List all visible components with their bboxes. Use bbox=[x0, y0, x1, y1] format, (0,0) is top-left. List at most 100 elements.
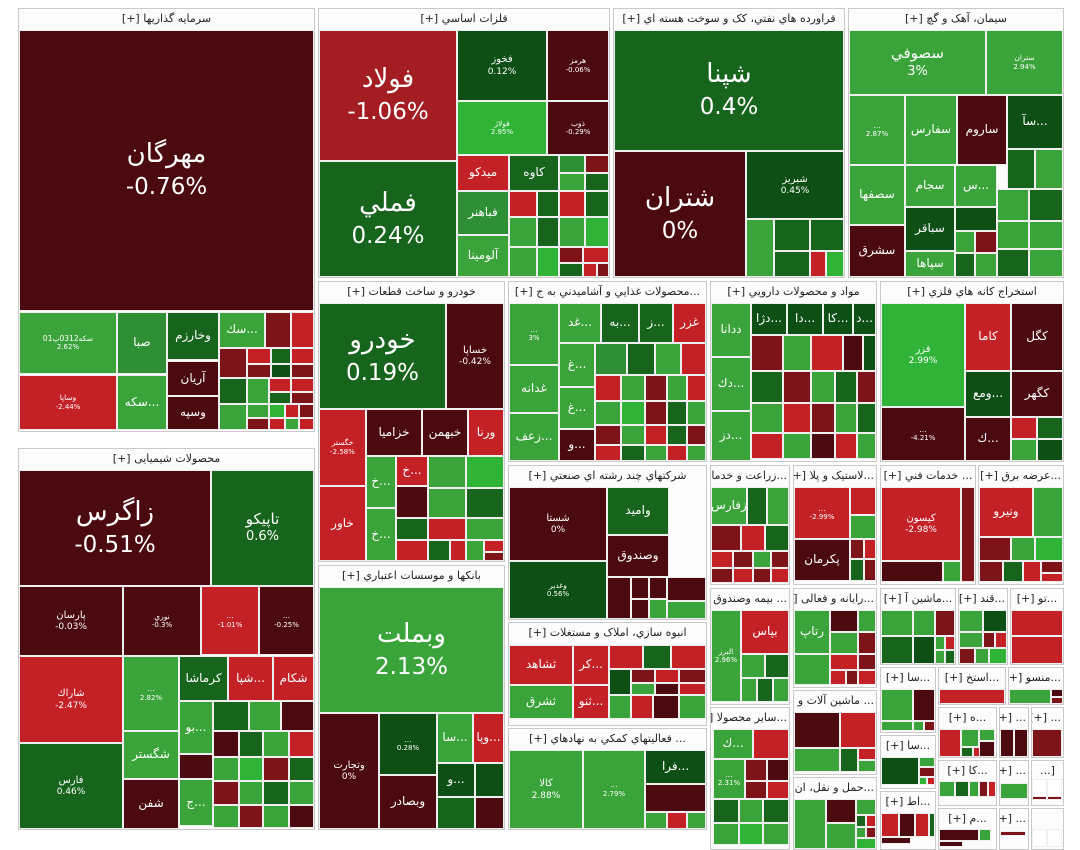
treemap-tile[interactable]: میدکو bbox=[457, 155, 509, 191]
treemap-tile-small[interactable] bbox=[830, 632, 858, 654]
treemap-tile-small[interactable] bbox=[835, 403, 857, 433]
sector-title[interactable]: ... [+] bbox=[1000, 764, 1026, 777]
treemap-tile-small[interactable] bbox=[687, 812, 706, 829]
treemap-tile-small[interactable] bbox=[763, 823, 789, 845]
treemap-tile-small[interactable] bbox=[979, 729, 995, 741]
treemap-tile-small[interactable] bbox=[979, 561, 1003, 582]
sector-title[interactable]: ... بیمه وصندوق [+] bbox=[711, 592, 787, 605]
treemap-tile-small[interactable] bbox=[265, 312, 291, 348]
treemap-tile-small[interactable] bbox=[396, 540, 428, 561]
treemap-tile-small[interactable] bbox=[783, 335, 811, 371]
treemap-tile-small[interactable] bbox=[585, 155, 609, 173]
treemap-tile[interactable]: ...کا bbox=[823, 303, 853, 335]
treemap-tile[interactable]: سصوفي 3% bbox=[849, 30, 986, 95]
treemap-tile[interactable]: فزر 2.99% bbox=[881, 303, 965, 407]
treemap-tile-small[interactable] bbox=[739, 823, 763, 845]
treemap-tile-small[interactable] bbox=[269, 392, 291, 404]
treemap-tile-small[interactable] bbox=[939, 689, 1005, 704]
treemap-tile[interactable]: ...سا bbox=[437, 713, 473, 763]
treemap-tile-small[interactable] bbox=[864, 539, 876, 559]
treemap-tile-small[interactable] bbox=[609, 645, 643, 669]
treemap-tile-small[interactable] bbox=[945, 650, 955, 664]
treemap-tile-small[interactable] bbox=[1009, 689, 1051, 704]
treemap-tile[interactable]: ... 3% bbox=[509, 303, 559, 365]
treemap-tile-small[interactable] bbox=[475, 763, 504, 797]
treemap-tile-small[interactable] bbox=[269, 418, 285, 430]
treemap-tile-small[interactable] bbox=[774, 251, 810, 277]
treemap-tile-small[interactable] bbox=[741, 654, 765, 678]
treemap-tile-small[interactable] bbox=[811, 335, 843, 371]
treemap-tile[interactable]: وصندوق bbox=[607, 535, 669, 577]
treemap-tile-small[interactable] bbox=[858, 654, 876, 670]
treemap-tile-small[interactable] bbox=[979, 781, 988, 797]
treemap-tile-small[interactable] bbox=[713, 823, 739, 845]
sector-title[interactable]: محصولات شیمیایی [+] bbox=[112, 452, 221, 465]
treemap-tile-small[interactable] bbox=[667, 425, 687, 445]
treemap-tile[interactable]: ثشرق bbox=[509, 685, 573, 719]
treemap-tile-small[interactable] bbox=[939, 829, 979, 841]
sector-title[interactable]: ...سا [+] bbox=[885, 671, 931, 684]
treemap-tile-small[interactable] bbox=[856, 815, 866, 827]
treemap-tile[interactable]: ...خ bbox=[396, 456, 428, 486]
treemap-tile[interactable]: ورنا bbox=[468, 409, 504, 456]
treemap-tile-small[interactable] bbox=[1035, 537, 1063, 561]
treemap-tile-small[interactable] bbox=[913, 610, 935, 636]
treemap-tile-small[interactable] bbox=[843, 335, 863, 371]
treemap-tile-small[interactable] bbox=[643, 645, 671, 669]
sector-title[interactable]: ...کا [+] bbox=[947, 764, 988, 777]
treemap-tile-small[interactable] bbox=[881, 837, 911, 844]
treemap-tile-small[interactable] bbox=[291, 364, 314, 378]
treemap-tile-small[interactable] bbox=[959, 632, 983, 648]
treemap-tile-small[interactable] bbox=[263, 757, 289, 781]
treemap-tile-small[interactable] bbox=[794, 799, 826, 849]
treemap-tile-small[interactable] bbox=[247, 404, 269, 418]
treemap-tile-small[interactable] bbox=[285, 404, 299, 418]
treemap-tile-small[interactable] bbox=[1011, 636, 1063, 664]
treemap-tile-small[interactable] bbox=[1047, 779, 1062, 797]
treemap-tile-small[interactable] bbox=[881, 721, 913, 731]
treemap-tile-small[interactable] bbox=[767, 759, 789, 781]
treemap-tile-small[interactable] bbox=[835, 433, 857, 459]
treemap-tile[interactable]: ...س bbox=[955, 165, 997, 207]
treemap-tile-small[interactable] bbox=[961, 487, 975, 582]
treemap-tile[interactable]: ...خ bbox=[366, 508, 396, 561]
treemap-tile-small[interactable] bbox=[597, 263, 609, 277]
treemap-tile-small[interactable] bbox=[857, 433, 876, 459]
treemap-tile[interactable]: کگل bbox=[1011, 303, 1063, 371]
treemap-tile-small[interactable] bbox=[450, 540, 466, 561]
treemap-tile[interactable]: ...ج bbox=[179, 779, 213, 826]
treemap-tile-small[interactable] bbox=[595, 425, 621, 445]
treemap-tile-small[interactable] bbox=[595, 445, 621, 461]
treemap-tile-small[interactable] bbox=[919, 767, 935, 777]
treemap-tile[interactable]: ...شپا bbox=[228, 656, 273, 701]
treemap-tile-small[interactable] bbox=[671, 645, 706, 669]
treemap-tile[interactable]: کگهر bbox=[1011, 371, 1063, 417]
treemap-tile[interactable]: خساپا -0.42% bbox=[446, 303, 504, 409]
treemap-tile-small[interactable] bbox=[858, 610, 876, 632]
treemap-tile-small[interactable] bbox=[858, 632, 876, 654]
treemap-tile-small[interactable] bbox=[711, 525, 741, 551]
treemap-tile-small[interactable] bbox=[955, 781, 969, 797]
treemap-tile-small[interactable] bbox=[1011, 537, 1035, 561]
treemap-tile-small[interactable] bbox=[753, 551, 771, 568]
treemap-tile-small[interactable] bbox=[609, 695, 631, 719]
treemap-tile-small[interactable] bbox=[975, 648, 989, 664]
treemap-tile-small[interactable] bbox=[1011, 610, 1063, 636]
treemap-tile-small[interactable] bbox=[537, 191, 559, 217]
treemap-tile[interactable]: خبهمن bbox=[422, 409, 468, 456]
treemap-tile[interactable]: سپاها bbox=[905, 251, 955, 277]
sector-title[interactable]: ...م [+] bbox=[948, 812, 987, 825]
treemap-tile-small[interactable] bbox=[291, 378, 314, 392]
treemap-tile-small[interactable] bbox=[631, 683, 655, 695]
treemap-tile[interactable]: سکه0312پ01 2.62% bbox=[19, 312, 117, 374]
treemap-tile-small[interactable] bbox=[239, 731, 263, 757]
treemap-tile-small[interactable] bbox=[783, 403, 811, 433]
treemap-tile[interactable]: ...ك bbox=[965, 417, 1011, 461]
treemap-tile-small[interactable] bbox=[783, 433, 811, 459]
sector-title[interactable]: ... خدمات فني [+] bbox=[883, 469, 973, 482]
treemap-tile-small[interactable] bbox=[1011, 439, 1037, 461]
treemap-tile-small[interactable] bbox=[864, 559, 876, 581]
treemap-tile-small[interactable] bbox=[741, 678, 757, 702]
treemap-tile-small[interactable] bbox=[1000, 831, 1026, 836]
treemap-tile-small[interactable] bbox=[585, 173, 609, 191]
